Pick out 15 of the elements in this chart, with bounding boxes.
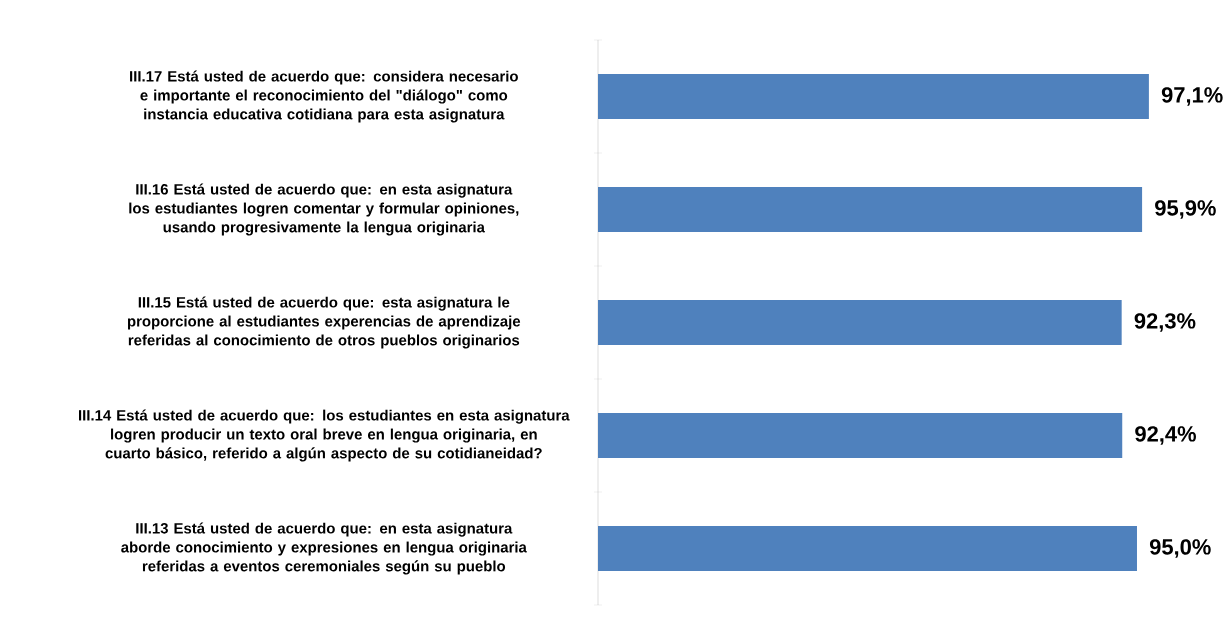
y-tick-label: III.14 Está usted de acuerdo que: los estudiantes en esta asignatura logren producir un texto oral breve en lengua originaria, en cuarto básico, referido a algún aspecto de su cotidianeidad?	[78, 409, 570, 462]
bar	[598, 412, 1123, 458]
y-tick-label: III.13 Está usted de acuerdo que: en esta asignatura aborde conocimiento y expresiones en lengua originaria referidas a eventos ceremoniales según su pueblo	[121, 522, 527, 575]
y-tick-label: III.15 Está usted de acuerdo que: esta asignatura le proporcione al estudiantes experencias de aprendizaje referidas al conocimiento de otros pueblos originarios	[127, 296, 521, 349]
bar	[598, 525, 1137, 571]
data-label: 92,4%	[1135, 426, 1196, 445]
bar	[598, 186, 1143, 232]
data-label: 95,9%	[1155, 200, 1216, 219]
data-label: 97,1%	[1161, 87, 1223, 106]
data-label: 95,0%	[1149, 539, 1211, 558]
bar	[598, 299, 1122, 345]
y-tick-label: III.17 Está usted de acuerdo que: considera necesario e importante el reconocimiento del "diálogo" como instancia educativa cotidiana para esta asignatura	[130, 70, 518, 123]
data-label: 92,3%	[1134, 313, 1196, 332]
y-tick-label: III.16 Está usted de acuerdo que: en esta asignatura los estudiantes logren comentar y formular opiniones, usando progresivamente la lengua originaria	[129, 183, 519, 236]
bar	[598, 73, 1149, 119]
